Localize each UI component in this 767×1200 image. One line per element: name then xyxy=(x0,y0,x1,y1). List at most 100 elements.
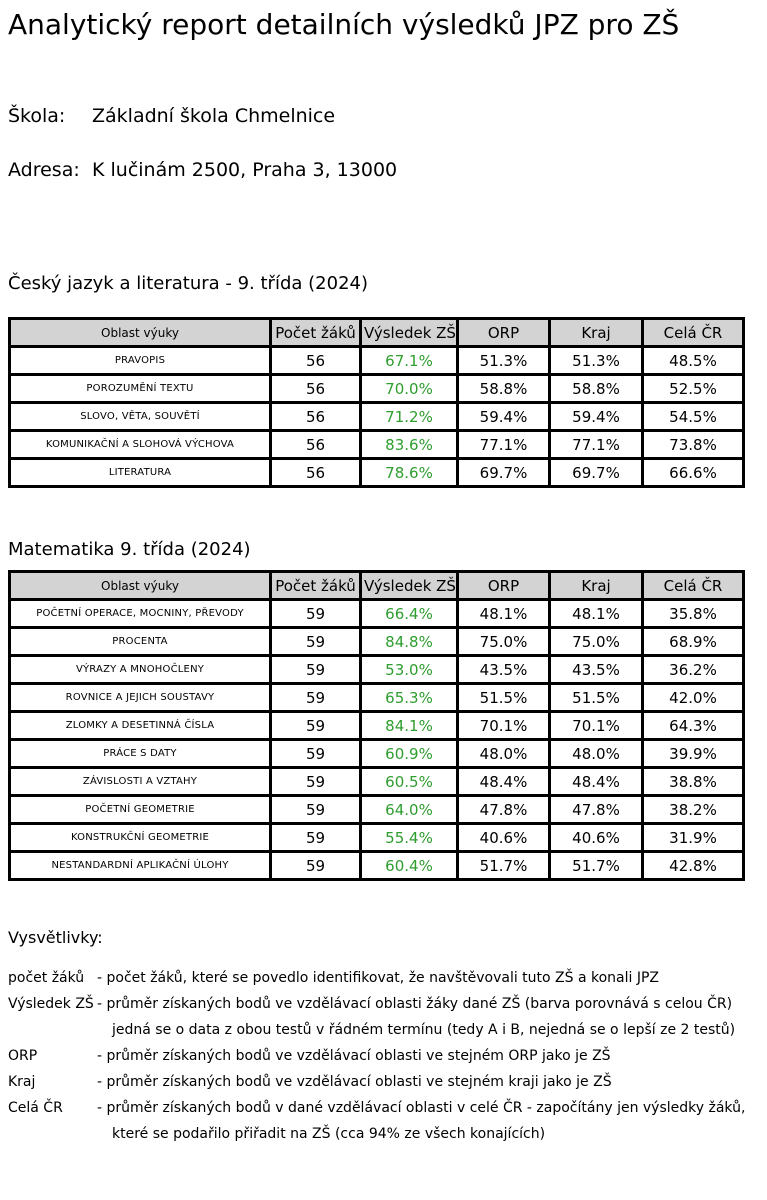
column-header-vysledek: Výsledek ZŠ xyxy=(359,317,459,348)
subject-area-cell: NESTANDARDNÍ APLIKAČNÍ ÚLOHY xyxy=(8,850,272,881)
address-value: K lučinám 2500, Praha 3, 13000 xyxy=(92,159,398,181)
section-heading-matematika: Matematika 9. třída (2024) xyxy=(8,539,251,560)
legend-definition-line: - průměr získaných bodů ve vzdělávací ob… xyxy=(97,1048,611,1064)
orp-cell: 40.6% xyxy=(456,822,551,853)
student-count-cell: 59 xyxy=(269,766,362,797)
column-header-oblast: Oblast výuky xyxy=(8,317,272,348)
cr-cell: 35.8% xyxy=(641,598,745,629)
school-result-cell: 65.3% xyxy=(359,682,459,713)
table-header: Oblast výuky Počet žáků Výsledek ZŠ ORP … xyxy=(8,317,745,348)
cr-cell: 48.5% xyxy=(641,345,745,376)
school-result-cell: 84.1% xyxy=(359,710,459,741)
orp-cell: 75.0% xyxy=(456,626,551,657)
cr-cell: 38.2% xyxy=(641,794,745,825)
subject-area-cell: POROZUMĚNÍ TEXTU xyxy=(8,373,272,404)
school-result-cell: 66.4% xyxy=(359,598,459,629)
table-row: POČETNÍ GEOMETRIE 59 64.0% 47.8% 47.8% 3… xyxy=(8,794,745,825)
orp-cell: 47.8% xyxy=(456,794,551,825)
subject-area-cell: ZÁVISLOSTI A VZTAHY xyxy=(8,766,272,797)
legend-definition: - průměr získaných bodů ve vzdělávací ob… xyxy=(97,991,759,1043)
school-result-cell: 53.0% xyxy=(359,654,459,685)
column-header-pocet: Počet žáků xyxy=(269,317,362,348)
legend-entry: počet žáků - počet žáků, které se povedl… xyxy=(8,965,759,991)
kraj-cell: 47.8% xyxy=(548,794,644,825)
orp-cell: 77.1% xyxy=(456,429,551,460)
header-row: Oblast výuky Počet žáků Výsledek ZŠ ORP … xyxy=(8,570,745,601)
orp-cell: 69.7% xyxy=(456,457,551,488)
student-count-cell: 59 xyxy=(269,598,362,629)
orp-cell: 70.1% xyxy=(456,710,551,741)
student-count-cell: 59 xyxy=(269,738,362,769)
report-title: Analytický report detailních výsledků JP… xyxy=(8,8,680,41)
kraj-cell: 40.6% xyxy=(548,822,644,853)
orp-cell: 51.7% xyxy=(456,850,551,881)
table-row: KOMUNIKAČNÍ A SLOHOVÁ VÝCHOVA 56 83.6% 7… xyxy=(8,429,745,460)
school-result-cell: 60.5% xyxy=(359,766,459,797)
student-count-cell: 59 xyxy=(269,710,362,741)
school-result-cell: 55.4% xyxy=(359,822,459,853)
subject-area-cell: PRÁCE S DATY xyxy=(8,738,272,769)
legend-definition: - průměr získaných bodů ve vzdělávací ob… xyxy=(97,1069,759,1095)
kraj-cell: 51.3% xyxy=(548,345,644,376)
table-row: KONSTRUKČNÍ GEOMETRIE 59 55.4% 40.6% 40.… xyxy=(8,822,745,853)
school-result-cell: 83.6% xyxy=(359,429,459,460)
subject-area-cell: ZLOMKY A DESETINNÁ ČÍSLA xyxy=(8,710,272,741)
column-header-pocet: Počet žáků xyxy=(269,570,362,601)
legend-entry: Kraj - průměr získaných bodů ve vzděláva… xyxy=(8,1069,759,1095)
address-line: Adresa: K lučinám 2500, Praha 3, 13000 xyxy=(8,158,759,182)
table-row: ROVNICE A JEJICH SOUSTAVY 59 65.3% 51.5%… xyxy=(8,682,745,713)
subject-area-cell: POČETNÍ OPERACE, MOCNINY, PŘEVODY xyxy=(8,598,272,629)
legend: počet žáků - počet žáků, které se povedl… xyxy=(8,965,759,1147)
column-header-cr: Celá ČR xyxy=(641,570,745,601)
school-result-cell: 64.0% xyxy=(359,794,459,825)
cr-cell: 39.9% xyxy=(641,738,745,769)
kraj-cell: 75.0% xyxy=(548,626,644,657)
student-count-cell: 56 xyxy=(269,457,362,488)
school-name: Základní škola Chmelnice xyxy=(92,105,336,127)
column-header-cr: Celá ČR xyxy=(641,317,745,348)
table-header: Oblast výuky Počet žáků Výsledek ZŠ ORP … xyxy=(8,570,745,601)
results-table-cesky-jazyk: Oblast výuky Počet žáků Výsledek ZŠ ORP … xyxy=(8,317,745,488)
school-result-cell: 78.6% xyxy=(359,457,459,488)
student-count-cell: 56 xyxy=(269,373,362,404)
orp-cell: 48.1% xyxy=(456,598,551,629)
section-heading-cesky-jazyk: Český jazyk a literatura - 9. třída (202… xyxy=(8,273,368,294)
address-label: Adresa: xyxy=(8,159,80,181)
student-count-cell: 56 xyxy=(269,401,362,432)
legend-term: počet žáků xyxy=(8,970,85,986)
column-header-orp: ORP xyxy=(456,317,551,348)
orp-cell: 48.0% xyxy=(456,738,551,769)
orp-cell: 48.4% xyxy=(456,766,551,797)
cr-cell: 73.8% xyxy=(641,429,745,460)
school-result-cell: 71.2% xyxy=(359,401,459,432)
legend-term: Celá ČR xyxy=(8,1100,63,1116)
cr-cell: 31.9% xyxy=(641,822,745,853)
student-count-cell: 59 xyxy=(269,682,362,713)
student-count-cell: 56 xyxy=(269,429,362,460)
legend-definition: - průměr získaných bodů v dané vzdělávac… xyxy=(97,1095,759,1147)
legend-definition-line: - průměr získaných bodů ve vzdělávací ob… xyxy=(97,1074,612,1090)
cr-cell: 36.2% xyxy=(641,654,745,685)
kraj-cell: 70.1% xyxy=(548,710,644,741)
cr-cell: 68.9% xyxy=(641,626,745,657)
cr-cell: 42.0% xyxy=(641,682,745,713)
student-count-cell: 59 xyxy=(269,822,362,853)
kraj-cell: 69.7% xyxy=(548,457,644,488)
legend-heading: Vysvětlivky: xyxy=(8,928,103,947)
table-row: VÝRAZY A MNOHOČLENY 59 53.0% 43.5% 43.5%… xyxy=(8,654,745,685)
kraj-cell: 43.5% xyxy=(548,654,644,685)
kraj-cell: 58.8% xyxy=(548,373,644,404)
subject-area-cell: VÝRAZY A MNOHOČLENY xyxy=(8,654,272,685)
subject-area-cell: PRAVOPIS xyxy=(8,345,272,376)
cr-cell: 66.6% xyxy=(641,457,745,488)
cr-cell: 54.5% xyxy=(641,401,745,432)
legend-entry: ORP - průměr získaných bodů ve vzdělávac… xyxy=(8,1043,759,1069)
table-row: LITERATURA 56 78.6% 69.7% 69.7% 66.6% xyxy=(8,457,745,488)
school-result-cell: 70.0% xyxy=(359,373,459,404)
student-count-cell: 59 xyxy=(269,626,362,657)
school-label: Škola: xyxy=(8,105,66,127)
orp-cell: 43.5% xyxy=(456,654,551,685)
school-result-cell: 60.4% xyxy=(359,850,459,881)
legend-definition-line: které se podařilo přiřadit na ZŠ (cca 94… xyxy=(112,1126,546,1142)
legend-definition-line: - počet žáků, které se povedlo identifik… xyxy=(97,970,660,986)
